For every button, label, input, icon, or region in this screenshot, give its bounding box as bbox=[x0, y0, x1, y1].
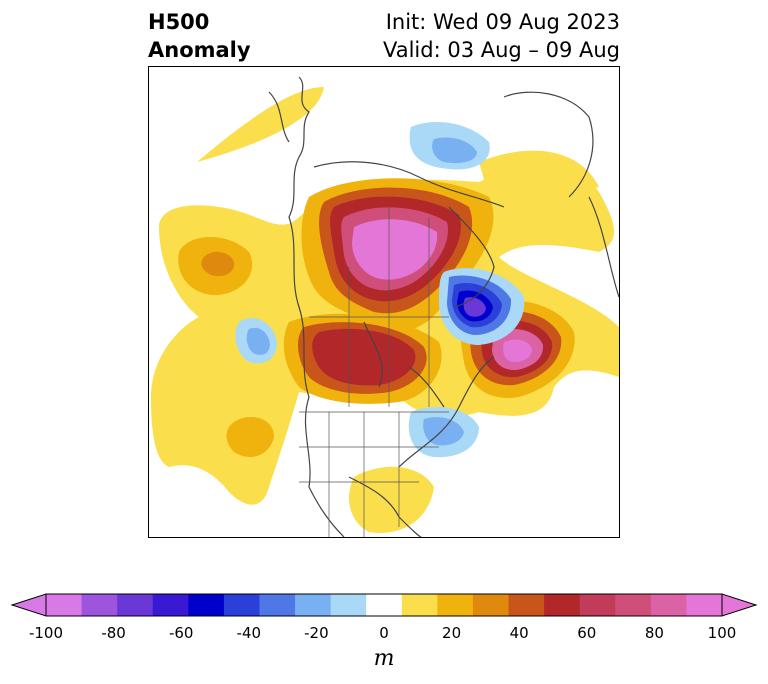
colorbar-segment bbox=[366, 594, 403, 616]
colorbar-segment bbox=[508, 594, 545, 616]
colorbar-tick-label: -60 bbox=[168, 624, 194, 642]
colorbar-segment bbox=[46, 594, 83, 616]
colorbar-tick-label: 20 bbox=[442, 624, 462, 642]
colorbar-segment bbox=[188, 594, 225, 616]
colorbar-segment bbox=[330, 594, 367, 616]
colorbar-tick-label: 40 bbox=[509, 624, 529, 642]
colorbar-segment bbox=[686, 594, 723, 616]
colorbar-segment bbox=[295, 594, 332, 616]
colorbar-tick-label: -20 bbox=[304, 624, 329, 642]
colorbar-unit-label: m bbox=[373, 646, 395, 671]
colorbar-segment bbox=[544, 594, 581, 616]
colorbar-segment bbox=[81, 594, 118, 616]
title-right: Init: Wed 09 Aug 2023 Valid: 03 Aug – 09… bbox=[383, 8, 620, 64]
colorbar-tick-label: 60 bbox=[577, 624, 597, 642]
colorbar-min-arrow bbox=[10, 593, 47, 617]
title-field: Anomaly bbox=[148, 38, 251, 62]
colorbar-outline bbox=[45, 593, 723, 617]
colorbar-max-arrow bbox=[721, 593, 758, 617]
political-borders bbox=[299, 207, 449, 537]
colorbar-tick-label: 100 bbox=[707, 624, 737, 642]
colorbar-segment bbox=[579, 594, 616, 616]
title-variable: H500 bbox=[148, 10, 210, 34]
colorbar-segment bbox=[472, 594, 510, 616]
colorbar-segment bbox=[437, 594, 474, 616]
positive-anomaly-pink bbox=[341, 207, 544, 371]
colorbar-segment bbox=[117, 594, 154, 616]
valid-range: Valid: 03 Aug – 09 Aug bbox=[382, 38, 620, 62]
colorbar-segment bbox=[223, 594, 260, 616]
init-time: Init: Wed 09 Aug 2023 bbox=[385, 10, 620, 34]
colorbar-tick-label: 80 bbox=[644, 624, 664, 642]
colorbar-tick-label: -40 bbox=[236, 624, 262, 642]
colorbar-segment bbox=[152, 594, 189, 616]
colorbar-segment bbox=[615, 594, 652, 616]
anomaly-map bbox=[148, 66, 620, 538]
colorbar-segment bbox=[401, 594, 438, 616]
map-canvas bbox=[151, 76, 619, 537]
colorbar bbox=[10, 593, 758, 617]
colorbar-segment bbox=[650, 594, 687, 616]
colorbar-segment bbox=[259, 594, 296, 616]
title-left: H500 Anomaly bbox=[148, 8, 251, 64]
negative-anomaly-blue bbox=[235, 122, 525, 458]
colorbar-tick-label: -100 bbox=[28, 624, 64, 642]
colorbar-tick-label: 0 bbox=[379, 624, 389, 642]
colorbar-tick-label: -80 bbox=[101, 624, 126, 642]
